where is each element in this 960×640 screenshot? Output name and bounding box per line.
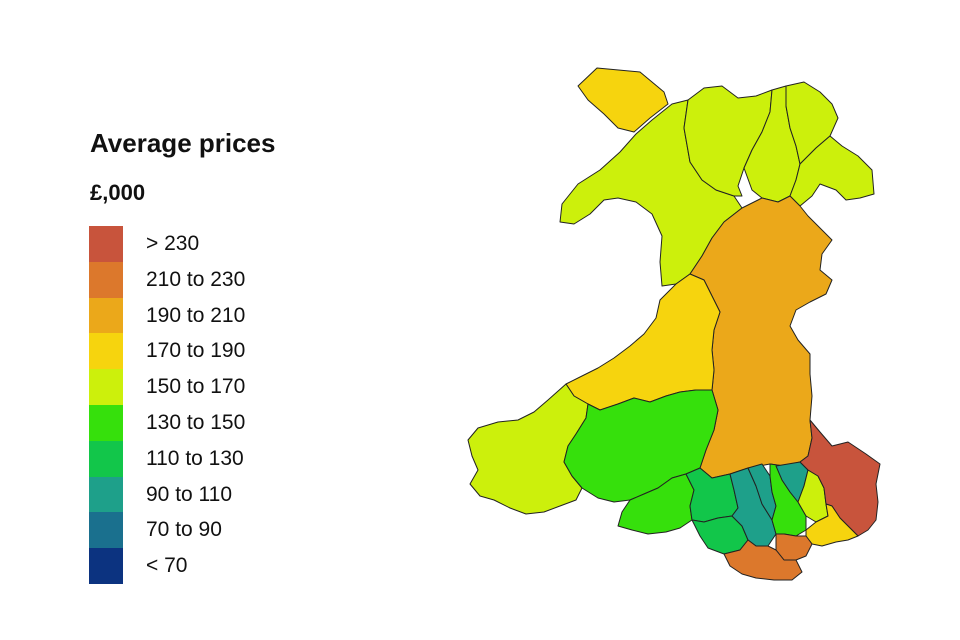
legend-swatch [89,440,123,477]
legend-swatch [89,369,123,406]
legend-bin-label: 110 to 130 [146,446,244,470]
map-legend: Average prices £,000 > 230 210 to 230 19… [0,0,400,640]
legend-bin-label: 150 to 170 [146,375,246,399]
legend-bin-label: 210 to 230 [146,267,246,291]
legend-bin-label: > 230 [146,232,200,255]
legend-swatch [89,404,123,441]
region-anglesey [577,67,669,133]
legend-bin-label: 90 to 110 [146,482,233,506]
legend-swatch [89,261,123,298]
region-vale-of-glamorgan [723,539,803,581]
legend-bin-label: < 70 [146,554,188,578]
legend-swatch [89,476,123,513]
legend-bin-label: 70 to 90 [146,518,222,542]
legend-swatch [89,548,123,585]
legend-swatch [89,333,123,370]
legend-unit: £,000 [90,180,146,205]
legend-swatch [89,226,123,262]
region-newport [805,503,859,547]
legend-bin-label: 170 to 190 [146,339,246,363]
legend-swatch [89,512,123,549]
legend-bin-label: 130 to 150 [146,410,246,434]
legend-bin-label: 190 to 210 [146,303,246,327]
legend-swatch [89,297,123,334]
wales-choropleth-map [467,67,881,581]
legend-title: Average prices [90,128,276,158]
